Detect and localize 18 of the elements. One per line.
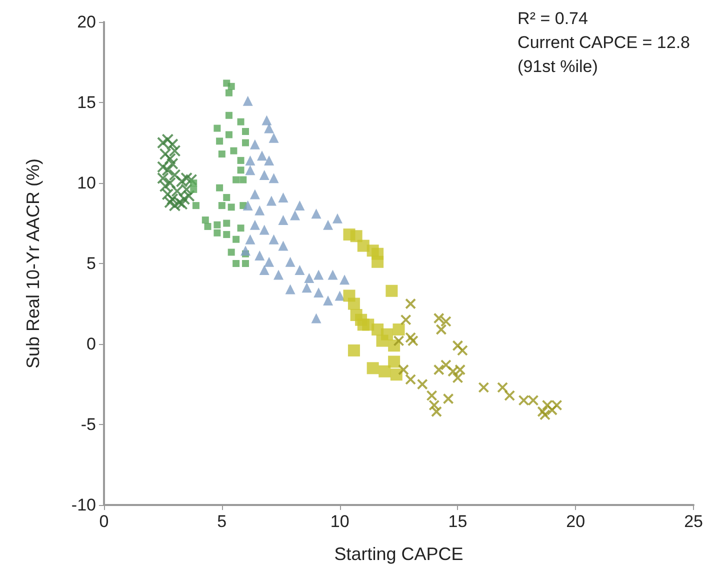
x-axis-title: Starting CAPCE	[334, 544, 464, 564]
y-tick-label: 0	[86, 334, 96, 354]
y-tick-label: 20	[77, 12, 96, 32]
annotation: R² = 0.74	[518, 9, 588, 28]
annotation: (91st %ile)	[518, 57, 598, 76]
y-tick-label: 10	[77, 174, 96, 192]
x-tick-label: 25	[684, 512, 704, 531]
annotation: Current CAPCE = 12.8	[518, 33, 690, 52]
y-tick-label: -5	[80, 415, 96, 434]
y-tick-label: 5	[86, 254, 96, 273]
x-tick-label: 5	[217, 512, 227, 531]
x-tick-label: 20	[566, 512, 586, 531]
x-tick-label: 10	[330, 512, 350, 531]
y-axis-title: Sub Real 10-Yr AACR (%)	[23, 158, 43, 369]
x-tick-label: 0	[99, 512, 109, 531]
y-tick-label: -10	[71, 496, 96, 514]
y-tick-label: 15	[77, 93, 96, 112]
x-tick-label: 15	[448, 512, 468, 531]
